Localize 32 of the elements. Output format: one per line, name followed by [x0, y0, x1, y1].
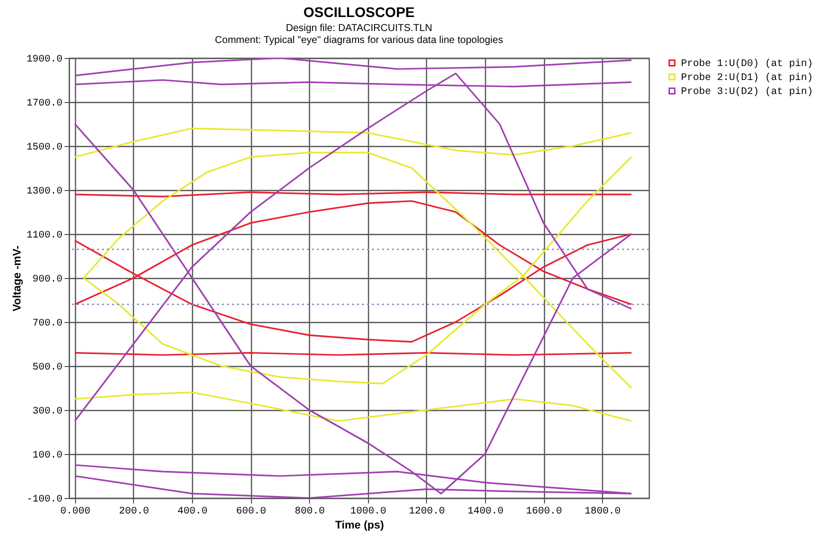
x-tick-label: 1000.0: [350, 506, 386, 518]
y-tick-label: 500.0: [32, 362, 62, 374]
x-tick-label: 200.0: [118, 506, 149, 518]
x-tick-label: 1600.0: [526, 506, 562, 518]
x-tick-label: 400.0: [178, 506, 208, 518]
x-tick-label: 1200.0: [408, 506, 445, 518]
x-tick-label: 600.0: [236, 506, 266, 518]
x-tick-label: 1400.0: [467, 506, 504, 518]
y-tick-label: 1500.0: [26, 142, 62, 154]
text: Comment: Typical "eye" diagrams for various data line topologies: [214, 35, 504, 46]
line-series: [74, 128, 632, 158]
y-tick-label: 900.0: [32, 274, 62, 286]
chart-title: OSCILLOSCOPE: [303, 4, 415, 20]
y-tick-label: 1700.0: [26, 98, 62, 110]
legend-label: Probe 1:U(D0) (at pin): [681, 58, 814, 70]
x-tick-label: 1800.0: [584, 506, 621, 518]
y-tick-label: 700.0: [32, 318, 62, 330]
chart-subtitle: Design file: DATACIRCUITS.TLN: [286, 23, 432, 34]
y-tick-label: 1300.0: [26, 186, 62, 198]
legend-label: Probe 2:U(D1) (at pin): [681, 72, 814, 84]
y-tick-label: 1100.0: [26, 230, 62, 242]
y-tick-label: -100.0: [26, 494, 62, 506]
x-axis-title: Time (ps): [335, 520, 384, 532]
y-axis-title: Voltage -mV-: [11, 245, 24, 312]
line-series: [74, 58, 632, 76]
y-tick-label: 300.0: [32, 406, 62, 418]
line-series: [74, 392, 632, 422]
x-tick-label: 0.000: [60, 506, 90, 518]
y-tick-label: 1900.0: [26, 54, 62, 66]
x-tick-label: 800.0: [294, 506, 325, 518]
legend-label: Probe 3:U(D2) (at pin): [681, 86, 814, 98]
y-tick-label: 100.0: [32, 450, 62, 462]
